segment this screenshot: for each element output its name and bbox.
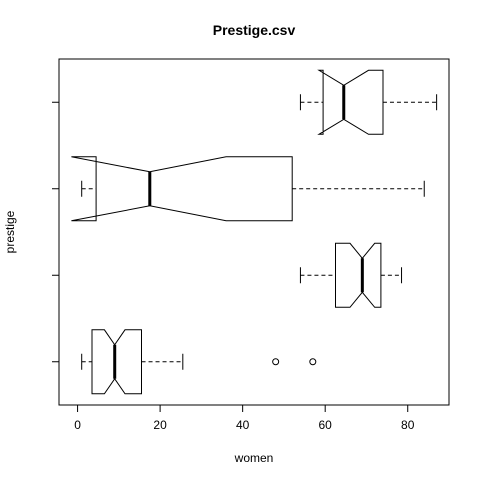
y-axis-label: prestige: [3, 210, 17, 253]
chart-title: Prestige.csv: [213, 22, 296, 38]
outlier-point: [272, 358, 280, 366]
notched-box: [317, 69, 384, 135]
x-tick-label: 80: [401, 418, 415, 432]
x-axis-label: women: [234, 451, 274, 465]
box-4: [299, 69, 438, 135]
x-tick-label: 40: [236, 418, 250, 432]
box-3: [71, 156, 425, 222]
box-2: [299, 242, 403, 308]
notched-box: [91, 329, 142, 395]
x-axis: 0 20 40 60 80: [74, 404, 415, 432]
x-tick-label: 20: [153, 418, 167, 432]
x-tick-label: 60: [319, 418, 333, 432]
y-axis: [52, 101, 60, 363]
boxes-group: [71, 69, 438, 395]
box-1: [81, 329, 317, 395]
x-tick-label: 0: [74, 418, 81, 432]
notched-box: [71, 156, 293, 222]
outlier-point: [309, 358, 317, 366]
notched-box: [335, 242, 382, 308]
